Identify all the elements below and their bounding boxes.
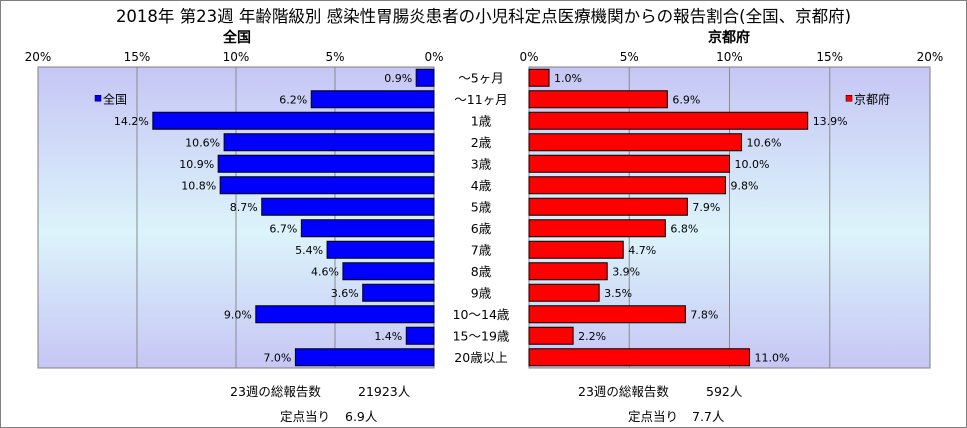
kyoto-tick-label: 0% <box>519 50 538 64</box>
kyoto-total-value: 592人 <box>706 384 743 399</box>
kyoto-data-label: 6.8% <box>670 222 698 235</box>
kyoto-bar <box>528 348 751 367</box>
chart-title: 2018年 第23週 年齢階級別 感染性胃腸炎患者の小児科定点医療機関からの報告… <box>115 7 852 26</box>
national-bar <box>310 90 435 109</box>
national-bar <box>255 305 435 324</box>
national-bar <box>294 348 435 367</box>
category-label-8: 7歳 <box>471 242 492 257</box>
national-data-label: 8.7% <box>230 201 258 214</box>
category-label-0: ～5ヶ月 <box>458 70 503 85</box>
national-data-label: 9.0% <box>224 308 252 321</box>
kyoto-data-label: 2.2% <box>578 330 606 343</box>
national-bar <box>261 197 435 216</box>
national-data-label: 6.2% <box>279 93 307 106</box>
kyoto-tick-label: 15% <box>816 50 843 64</box>
national-panel-title: 全国 <box>223 30 251 46</box>
kyoto-tick-label: 5% <box>620 50 639 64</box>
national-data-label: 10.8% <box>181 179 216 192</box>
national-data-label: 0.9% <box>384 72 412 85</box>
kyoto-data-label: 3.9% <box>612 265 640 278</box>
kyoto-data-label: 13.9% <box>813 115 848 128</box>
kyoto-bar <box>528 111 809 130</box>
kyoto-bar <box>528 154 730 173</box>
kyoto-per-label: 定点当り <box>628 409 679 424</box>
kyoto-data-label: 10.6% <box>747 136 782 149</box>
kyoto-bar <box>528 262 608 281</box>
kyoto-legend-label: 京都府 <box>854 91 890 106</box>
category-label-12: 15～19歳 <box>453 328 510 343</box>
national-total-value: 21923人 <box>358 384 411 399</box>
category-label-4: 3歳 <box>471 156 492 171</box>
kyoto-data-label: 11.0% <box>755 351 790 364</box>
kyoto-bar <box>528 326 574 345</box>
kyoto-bar <box>528 197 688 216</box>
national-tick-label: 5% <box>325 50 344 64</box>
kyoto-data-label: 9.8% <box>730 179 758 192</box>
category-label-13: 20歳以上 <box>454 350 507 365</box>
category-label-3: 2歳 <box>471 135 492 150</box>
kyoto-data-label: 7.8% <box>690 308 718 321</box>
kyoto-tick-label: 10% <box>716 50 743 64</box>
national-data-label: 3.6% <box>331 287 359 300</box>
category-label-10: 9歳 <box>471 285 492 300</box>
national-legend-swatch <box>94 95 102 102</box>
national-tick-label: 10% <box>223 50 250 64</box>
national-tick-label: 15% <box>124 50 151 64</box>
category-label-9: 8歳 <box>471 264 492 279</box>
kyoto-legend-swatch <box>845 95 853 102</box>
kyoto-bar <box>528 133 743 152</box>
national-bar <box>405 326 435 345</box>
category-label-5: 4歳 <box>471 178 492 193</box>
kyoto-data-label: 10.0% <box>735 158 770 171</box>
kyoto-data-label: 1.0% <box>554 72 582 85</box>
national-data-label: 1.4% <box>374 330 402 343</box>
national-bar <box>219 176 435 195</box>
national-bar <box>217 154 435 173</box>
kyoto-data-label: 7.9% <box>692 201 720 214</box>
kyoto-bar <box>528 283 600 302</box>
national-data-label: 10.6% <box>185 136 220 149</box>
kyoto-bar <box>528 305 686 324</box>
kyoto-tick-label: 20% <box>917 50 944 64</box>
kyoto-per-value: 7.7人 <box>692 409 725 424</box>
national-per-label: 定点当り <box>280 409 331 424</box>
national-data-label: 5.4% <box>295 244 323 257</box>
category-label-1: ～11ヶ月 <box>454 92 507 107</box>
kyoto-data-label: 4.7% <box>628 244 656 257</box>
kyoto-data-label: 6.9% <box>672 93 700 106</box>
national-bar <box>415 68 435 87</box>
national-bar <box>362 283 435 302</box>
kyoto-bar <box>528 176 726 195</box>
national-data-label: 10.9% <box>179 158 214 171</box>
national-data-label: 14.2% <box>114 115 149 128</box>
category-label-11: 10～14歳 <box>453 307 510 322</box>
national-bar <box>152 111 435 130</box>
national-bar <box>326 240 435 259</box>
national-data-label: 7.0% <box>263 351 291 364</box>
national-bar <box>223 133 435 152</box>
national-bar <box>300 219 435 238</box>
national-tick-label: 20% <box>25 50 52 64</box>
national-bar <box>342 262 435 281</box>
kyoto-bar <box>528 219 666 238</box>
kyoto-bar <box>528 90 668 109</box>
kyoto-panel-title: 京都府 <box>708 30 750 46</box>
category-label-2: 1歳 <box>471 113 492 128</box>
kyoto-bar <box>528 68 550 87</box>
national-data-label: 4.6% <box>311 265 339 278</box>
national-data-label: 6.7% <box>269 222 297 235</box>
category-label-7: 6歳 <box>471 221 492 236</box>
kyoto-bar <box>528 240 624 259</box>
category-label-6: 5歳 <box>471 199 492 214</box>
national-tick-label: 0% <box>424 50 443 64</box>
national-total-label: 23週の総報告数 <box>230 384 321 399</box>
national-legend-label: 全国 <box>103 91 127 106</box>
kyoto-total-label: 23週の総報告数 <box>578 384 669 399</box>
kyoto-data-label: 3.5% <box>604 287 632 300</box>
national-per-value: 6.9人 <box>345 409 378 424</box>
